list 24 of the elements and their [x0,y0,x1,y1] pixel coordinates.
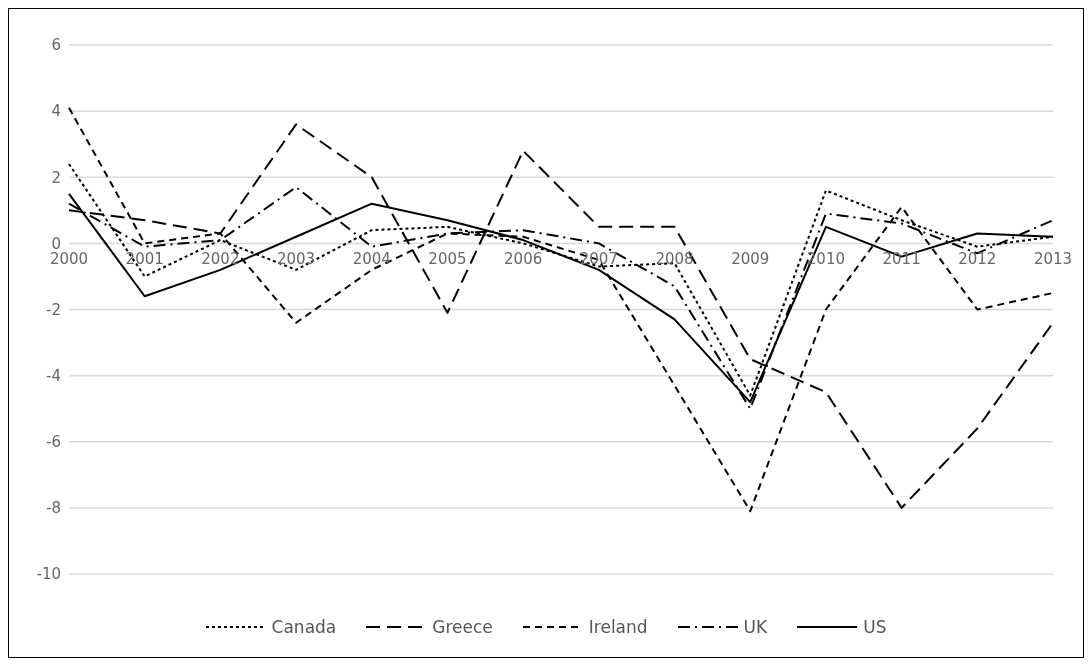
x-tick-label: 2013 [1033,249,1073,268]
x-tick-label: 2005 [428,249,467,268]
x-tick-label: 2006 [504,249,543,268]
y-tick-label: -10 [36,565,61,584]
x-tick-label: 2008 [655,249,694,268]
legend-label: Ireland [588,617,648,637]
y-tick-label: 2 [51,168,61,187]
x-tick-label: 2001 [125,249,164,268]
y-tick-label: -2 [46,300,61,319]
x-tick-label: 2012 [958,249,997,268]
y-tick-label: -8 [46,499,61,518]
x-tick-label: 2002 [201,249,240,268]
x-tick-label: 2009 [731,249,770,268]
x-tick-label: 2004 [352,249,391,268]
x-tick-label: 2003 [276,249,316,268]
y-tick-label: 6 [51,36,61,55]
y-tick-label: -6 [46,433,61,452]
y-tick-label: -4 [46,366,61,385]
legend-label: UK [743,617,768,637]
y-tick-label: 4 [51,102,61,121]
legend-label: Canada [271,617,337,637]
legend-label: US [863,617,887,637]
x-tick-label: 2011 [882,249,921,268]
legend-label: Greece [432,617,493,637]
